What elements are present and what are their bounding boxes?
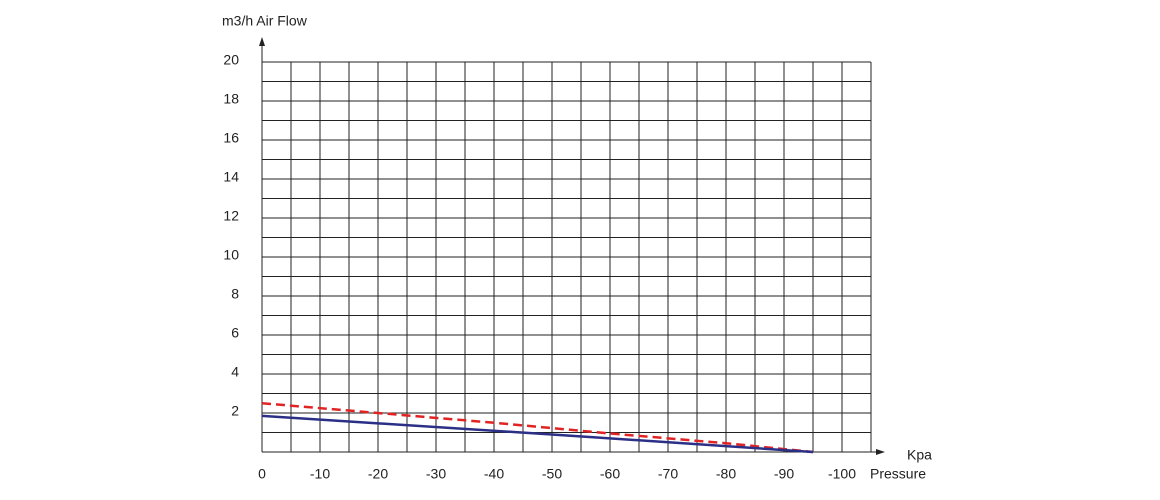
series-line: [261, 414, 814, 454]
x-tick-label: -30: [426, 466, 446, 482]
y-tick-label: 18: [223, 91, 239, 107]
x-tick-label: 0: [258, 466, 266, 482]
y-tick-label: 10: [223, 247, 239, 263]
x-axis-unit: Kpa: [907, 447, 932, 463]
x-axis-arrow: [876, 449, 885, 455]
x-tick-label: -20: [368, 466, 388, 482]
series-line: [261, 402, 814, 454]
y-axis-label: m3/h Air Flow: [222, 13, 308, 29]
x-tick-label: -40: [484, 466, 504, 482]
x-tick-label: -50: [542, 466, 562, 482]
x-tick-label: -100: [828, 466, 856, 482]
y-tick-label: 14: [223, 169, 239, 185]
x-tick-label: -80: [716, 466, 736, 482]
x-axis-label: Pressure: [870, 466, 926, 482]
y-axis-arrow: [259, 37, 265, 46]
x-tick-label: -10: [310, 466, 330, 482]
x-tick-label: -70: [658, 466, 678, 482]
y-tick-label: 6: [231, 325, 239, 341]
y-tick-label: 16: [223, 130, 239, 146]
y-tick-label: 2: [231, 403, 239, 419]
y-tick-label: 4: [231, 364, 239, 380]
y-tick-label: 12: [223, 208, 239, 224]
x-tick-label: -60: [600, 466, 620, 482]
y-tick-label: 20: [223, 52, 239, 68]
x-tick-label: -90: [774, 466, 794, 482]
y-tick-label: 8: [231, 286, 239, 302]
